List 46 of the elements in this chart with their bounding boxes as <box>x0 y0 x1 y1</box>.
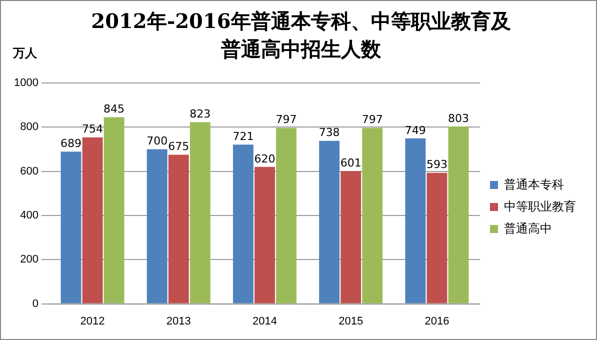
data-label: 749 <box>404 124 426 137</box>
data-label: 689 <box>60 137 82 150</box>
data-label: 601 <box>340 156 362 170</box>
data-label: 797 <box>362 113 383 126</box>
x-tick-label: 2014 <box>252 315 277 328</box>
data-label: 721 <box>232 130 254 143</box>
y-axis-title: 万人 <box>13 45 37 62</box>
bar <box>168 154 189 304</box>
data-label: 700 <box>146 134 168 148</box>
data-label: 823 <box>190 107 211 120</box>
bar <box>146 149 168 304</box>
y-tick-label: 0 <box>32 298 38 310</box>
bar <box>426 172 448 304</box>
bar <box>190 122 210 304</box>
legend-label: 普通本专科 <box>504 177 564 192</box>
bar <box>340 171 362 304</box>
bar <box>254 166 275 304</box>
bar <box>276 128 296 304</box>
bar <box>405 138 426 304</box>
x-tick-label: 2015 <box>338 315 364 328</box>
data-label: 675 <box>168 140 190 154</box>
x-tick-label: 2016 <box>424 315 450 328</box>
y-tick-label: 1000 <box>14 77 38 90</box>
y-tick-label: 200 <box>20 254 38 266</box>
data-label: 797 <box>276 113 297 126</box>
x-tick-label: 2012 <box>80 315 105 328</box>
bar <box>362 128 383 304</box>
data-label: 738 <box>318 126 340 140</box>
bar <box>104 117 124 304</box>
chart-title: 2012年-2016年普通本专科、中等职业教育及普通高中招生人数 <box>91 8 511 63</box>
bar <box>232 144 254 304</box>
legend-label: 普通高中 <box>504 221 552 236</box>
data-label: 803 <box>448 112 469 125</box>
data-label: 754 <box>82 122 104 136</box>
bar <box>319 140 340 304</box>
data-label: 593 <box>426 158 448 172</box>
data-label: 620 <box>254 152 276 166</box>
data-label: 845 <box>104 102 125 116</box>
y-tick-label: 800 <box>20 121 38 134</box>
y-tick-label: 400 <box>20 210 38 222</box>
x-tick-label: 2013 <box>166 315 191 328</box>
bar <box>60 152 82 304</box>
bar <box>448 126 469 304</box>
bar <box>82 137 103 304</box>
legend-label: 中等职业教育 <box>504 199 576 214</box>
y-tick-label: 600 <box>20 165 38 178</box>
